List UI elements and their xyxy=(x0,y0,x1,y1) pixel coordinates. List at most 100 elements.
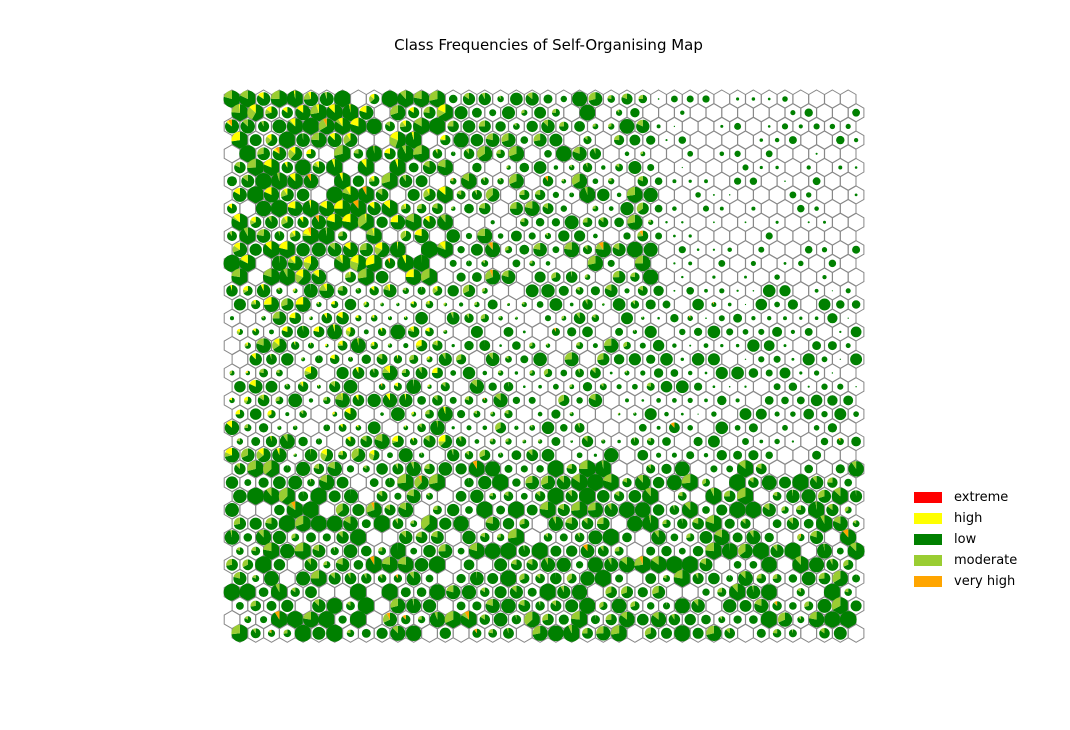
pie-slice-low xyxy=(799,371,803,375)
som-cell xyxy=(421,212,438,232)
pie-slice-high xyxy=(404,230,406,236)
pie-slice-moderate xyxy=(281,217,288,225)
pie-slice-moderate xyxy=(527,92,533,99)
pie-slice-low xyxy=(570,440,574,443)
pie-slice-moderate xyxy=(436,109,446,118)
pie-slice-moderate xyxy=(616,109,620,113)
pie-slice-moderate xyxy=(636,202,643,213)
pie-slice-low xyxy=(820,437,829,446)
pie-slice-low xyxy=(597,188,610,202)
pie-slice-low xyxy=(487,188,500,202)
pie-slice-moderate xyxy=(534,189,541,195)
pie-slice-low xyxy=(810,394,823,407)
pie-slice-low xyxy=(450,206,456,211)
pie-slice-low xyxy=(239,227,257,245)
pie-slice-low xyxy=(662,437,671,446)
pie-slice-low xyxy=(457,410,466,419)
pie-slice-low xyxy=(581,435,594,448)
pie-slice-moderate xyxy=(335,119,343,127)
pie-slice-moderate xyxy=(405,213,414,223)
pie-slice-low xyxy=(233,242,248,257)
pie-slice-low xyxy=(240,119,255,134)
som-cell xyxy=(729,116,746,136)
pie-slice-moderate xyxy=(416,203,422,209)
pie-slice-moderate xyxy=(479,202,485,209)
pie-slice-low xyxy=(712,193,715,196)
pie-slice-low xyxy=(608,123,615,130)
pie-slice-moderate xyxy=(626,186,635,197)
pie-slice-low xyxy=(831,290,834,292)
pie-slice-moderate xyxy=(456,190,462,195)
pie-slice-moderate xyxy=(582,217,588,223)
pie-slice-low xyxy=(734,424,741,431)
pie-slice-high xyxy=(287,201,296,209)
pie-slice-high xyxy=(395,159,398,168)
pie-slice-low xyxy=(712,248,716,251)
pie-slice-low xyxy=(630,437,640,446)
som-cell xyxy=(326,157,344,178)
pie-slice-moderate xyxy=(477,146,485,159)
pie-slice-low xyxy=(567,327,577,337)
pie-slice-moderate xyxy=(463,92,469,99)
pie-slice-low xyxy=(342,104,360,122)
pie-slice-moderate xyxy=(423,106,430,113)
pie-slice-low xyxy=(839,358,841,360)
pie-slice-low xyxy=(597,490,610,503)
pie-slice-low xyxy=(336,476,349,489)
pie-slice-low xyxy=(851,436,861,447)
pie-slice-low xyxy=(489,109,497,117)
pie-slice-low xyxy=(643,187,658,203)
pie-slice-low xyxy=(247,159,265,177)
pie-slice-low xyxy=(375,270,389,284)
pie-slice-low xyxy=(497,233,504,239)
pie-slice-low xyxy=(474,439,480,444)
pie-slice-low xyxy=(551,327,560,336)
pie-slice-low xyxy=(641,399,645,402)
pie-slice-low xyxy=(462,366,476,380)
pie-slice-low xyxy=(288,393,303,408)
pie-slice-low xyxy=(728,385,731,388)
som-cell xyxy=(262,240,280,260)
pie-slice-low xyxy=(624,151,630,157)
pie-slice-low xyxy=(661,463,672,475)
pie-slice-low xyxy=(302,227,320,245)
pie-slice-low xyxy=(376,463,388,475)
pie-slice-low xyxy=(612,298,626,311)
som-cell xyxy=(373,212,391,232)
pie-slice-low xyxy=(821,247,828,253)
pie-slice-low xyxy=(495,121,506,132)
pie-slice-low xyxy=(478,92,491,106)
pie-slice-moderate xyxy=(231,104,240,113)
pie-slice-high xyxy=(338,117,343,127)
pie-slice-low xyxy=(353,149,364,159)
pie-slice-low xyxy=(719,288,725,294)
pie-slice-low xyxy=(742,438,749,445)
pie-slice-low xyxy=(665,139,668,142)
pie-slice-low xyxy=(779,476,791,489)
pie-slice-moderate xyxy=(226,121,232,127)
pie-slice-low xyxy=(799,316,803,320)
pie-slice-low xyxy=(715,421,729,435)
pie-slice-low xyxy=(574,121,585,132)
pie-slice-low xyxy=(485,133,500,147)
pie-slice-low xyxy=(256,284,271,298)
pie-slice-low xyxy=(739,408,752,421)
pie-slice-low xyxy=(716,450,727,461)
pie-slice-low xyxy=(387,452,393,459)
pie-slice-low xyxy=(522,330,526,334)
pie-slice-low xyxy=(772,326,783,337)
pie-slice-low xyxy=(719,206,724,211)
pie-slice-low xyxy=(744,221,747,224)
som-cell xyxy=(555,116,573,136)
pie-slice-low xyxy=(804,327,813,336)
pie-slice-low xyxy=(509,173,524,189)
pie-slice-high xyxy=(390,131,398,141)
pie-slice-low xyxy=(337,231,348,241)
pie-slice-low xyxy=(497,177,504,185)
pie-slice-low xyxy=(836,300,845,309)
pie-slice-moderate xyxy=(638,175,643,182)
pie-slice-low xyxy=(344,298,357,311)
pie-slice-low xyxy=(381,90,399,108)
pie-slice-low xyxy=(490,220,495,225)
pie-slice-low xyxy=(653,368,664,378)
